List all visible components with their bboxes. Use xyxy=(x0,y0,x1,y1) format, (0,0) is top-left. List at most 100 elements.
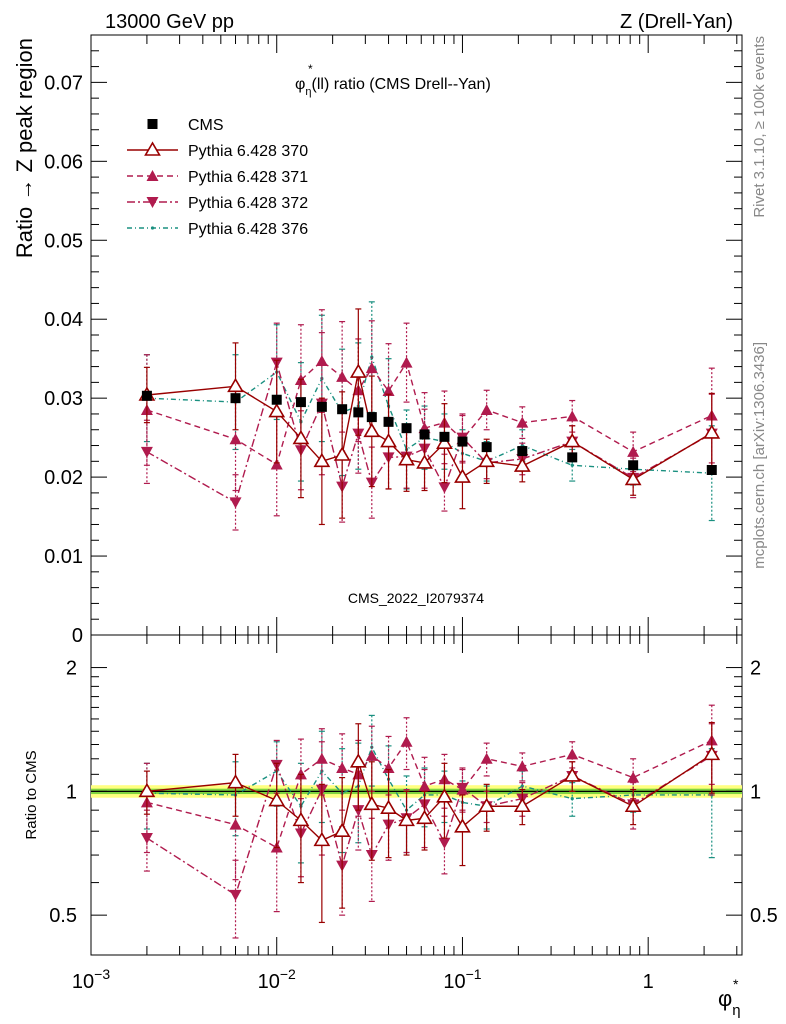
main-point xyxy=(229,497,242,509)
ratio-point xyxy=(138,782,156,798)
ratio-point xyxy=(703,745,721,761)
ratio-point xyxy=(382,761,395,773)
ratio-y-axis: 0.5 0.5 1 1 2 2 xyxy=(49,658,778,928)
main-series xyxy=(141,390,717,475)
main-point xyxy=(627,445,640,457)
y-tick-label: 0 xyxy=(72,625,83,647)
main-y-axis: 0 0.01 0.02 0.03 0.04 0.05 0.06 0.07 xyxy=(44,50,742,647)
main-point xyxy=(416,454,433,469)
main-point xyxy=(268,402,286,418)
main-series-layer xyxy=(138,301,721,531)
legend-item: Pythia 6.428 370 xyxy=(127,141,308,160)
main-point xyxy=(363,422,381,438)
ratio-point xyxy=(336,761,349,773)
x-tick-label: 10−3 xyxy=(72,966,110,993)
main-x-ticks xyxy=(90,35,738,635)
legend-label: CMS xyxy=(188,117,224,134)
main-ylabel: Ratio → Z peak region xyxy=(12,38,37,258)
main-point xyxy=(316,401,327,412)
ratio-point xyxy=(227,774,244,789)
ratio-series xyxy=(140,723,718,939)
main-series-line xyxy=(146,371,713,481)
ratio-point xyxy=(454,818,471,833)
x-tick-label: 10−2 xyxy=(258,966,296,993)
ratio-ylabel: Ratio to CMS xyxy=(23,750,40,839)
main-point xyxy=(481,442,492,453)
main-point xyxy=(365,362,378,374)
ratio-point xyxy=(436,788,453,803)
main-point xyxy=(478,452,496,468)
main-point xyxy=(141,390,152,401)
title-rest: (ll) ratio (CMS Drell--Yan) xyxy=(312,76,491,93)
main-point xyxy=(570,463,574,467)
y-tick-label: 0.04 xyxy=(44,309,83,331)
rivet-label: Rivet 3.1.10, ≥ 100k events xyxy=(751,36,768,218)
y-tick-label: 0.06 xyxy=(44,151,83,173)
x-tick-exponent: −2 xyxy=(280,966,296,982)
main-point xyxy=(398,451,415,466)
ratio-point xyxy=(268,791,286,807)
main-title-sup: * xyxy=(308,62,313,76)
main-point xyxy=(628,460,639,471)
ratio-y-tick-label-right: 1 xyxy=(750,781,761,803)
ratio-point xyxy=(292,811,310,827)
x-tick-base: 10 xyxy=(443,971,465,993)
main-point xyxy=(337,404,348,415)
x-tick-exponent: −3 xyxy=(94,966,110,982)
ratio-point xyxy=(478,797,496,813)
ratio-y-tick-label-left: 0.5 xyxy=(49,905,77,927)
main-point xyxy=(271,394,282,405)
main-point xyxy=(315,355,328,367)
x-tick-base: 10 xyxy=(72,971,94,993)
main-point xyxy=(439,431,450,442)
legend-marker xyxy=(146,170,159,181)
y-tick-label: 0.05 xyxy=(44,230,83,252)
ratio-point xyxy=(480,752,493,764)
title-phi: φ xyxy=(295,76,305,93)
main-point xyxy=(380,432,397,448)
main-point xyxy=(270,458,283,470)
main-panel: 0 0.01 0.02 0.03 0.04 0.05 0.06 0.07 Ratio → Z … xyxy=(12,34,743,647)
main-point xyxy=(563,432,581,448)
ratio-point xyxy=(624,797,642,813)
ratio-series-line xyxy=(146,745,712,812)
x-tick-base: 1 xyxy=(643,971,654,993)
main-series xyxy=(138,308,721,526)
ratio-point xyxy=(456,783,469,795)
main-point xyxy=(457,436,468,447)
ratio-point xyxy=(315,752,328,764)
ratio-point xyxy=(438,837,451,849)
legend: CMS Pythia 6.428 370 Pythia 6.428 371 Pythi… xyxy=(127,117,308,238)
ratio-point xyxy=(520,784,524,788)
y-tick-label: 0.03 xyxy=(44,388,83,410)
x-tick-exponent: −1 xyxy=(466,966,482,982)
ratio-point xyxy=(563,767,581,782)
main-point xyxy=(517,446,528,457)
main-point xyxy=(313,452,331,468)
main-point xyxy=(454,468,471,483)
legend-label: Pythia 6.428 372 xyxy=(188,195,308,212)
x-tick-label: 1 xyxy=(643,971,654,993)
main-point xyxy=(436,434,453,449)
ratio-point xyxy=(349,753,367,768)
ratio-series xyxy=(138,721,721,924)
main-point xyxy=(349,363,367,378)
legend-marker xyxy=(147,119,158,129)
legend-item: Pythia 6.428 372 xyxy=(127,195,308,212)
ratio-series-layer xyxy=(138,704,721,939)
main-point xyxy=(703,424,721,439)
main-point xyxy=(333,446,351,461)
main-series-line xyxy=(146,360,713,504)
xlabel-phi: φ xyxy=(718,986,732,1011)
ratio-point xyxy=(365,749,378,761)
ratio-y-tick-label-left: 1 xyxy=(66,781,77,803)
main-point xyxy=(480,404,493,415)
main-series-line xyxy=(146,354,712,474)
ratio-series-line xyxy=(146,755,713,896)
ratio-point xyxy=(566,748,579,760)
ratio-point xyxy=(570,797,574,801)
main-point xyxy=(366,412,377,423)
mcplots-label: mcplots.cern.ch [arXiv:1306.3436] xyxy=(751,342,768,569)
ratio-x-axis: 10−3 10−2 10−1 1 xyxy=(72,635,738,993)
main-point xyxy=(336,370,349,382)
